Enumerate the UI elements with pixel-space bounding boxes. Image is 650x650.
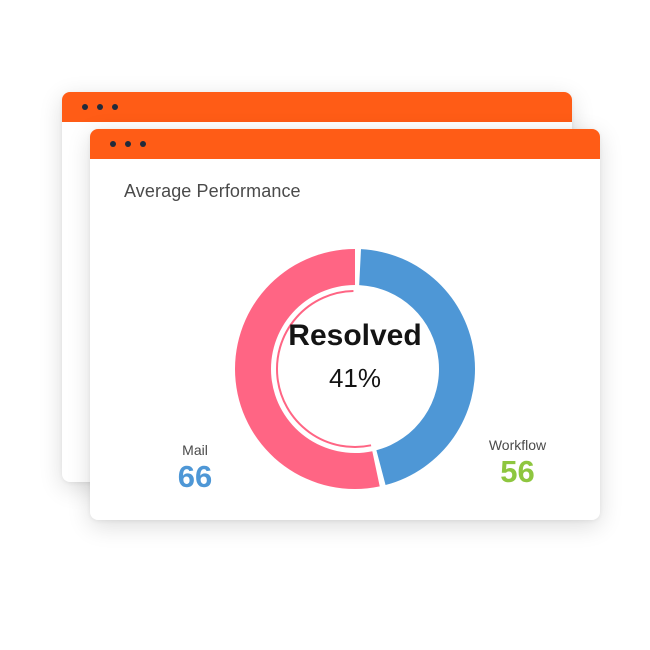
performance-window: Average Performance Resolved 41% Mail 66… bbox=[90, 129, 600, 520]
chart-center-label: Resolved bbox=[288, 319, 422, 352]
workflow-stat-label: Workflow bbox=[488, 437, 547, 453]
donut-chart bbox=[235, 249, 475, 489]
mail-stat-value: 66 bbox=[177, 459, 213, 494]
window-dot-icon bbox=[112, 104, 118, 110]
donut-segment-workflow bbox=[359, 249, 475, 486]
window-dot-icon bbox=[125, 141, 131, 147]
chart-center-value: 41% bbox=[328, 363, 382, 393]
window-dot-icon bbox=[97, 104, 103, 110]
window-dot-icon bbox=[110, 141, 116, 147]
donut-inner-accent-arc bbox=[276, 290, 372, 448]
mail-stat-label: Mail bbox=[182, 442, 208, 458]
titlebar bbox=[90, 129, 600, 159]
card-title: Average Performance bbox=[124, 181, 301, 201]
window-dot-icon bbox=[82, 104, 88, 110]
workflow-stat-value: 56 bbox=[500, 454, 535, 489]
titlebar bbox=[62, 92, 572, 122]
window-dot-icon bbox=[140, 141, 146, 147]
donut-segment-mail bbox=[235, 249, 380, 489]
